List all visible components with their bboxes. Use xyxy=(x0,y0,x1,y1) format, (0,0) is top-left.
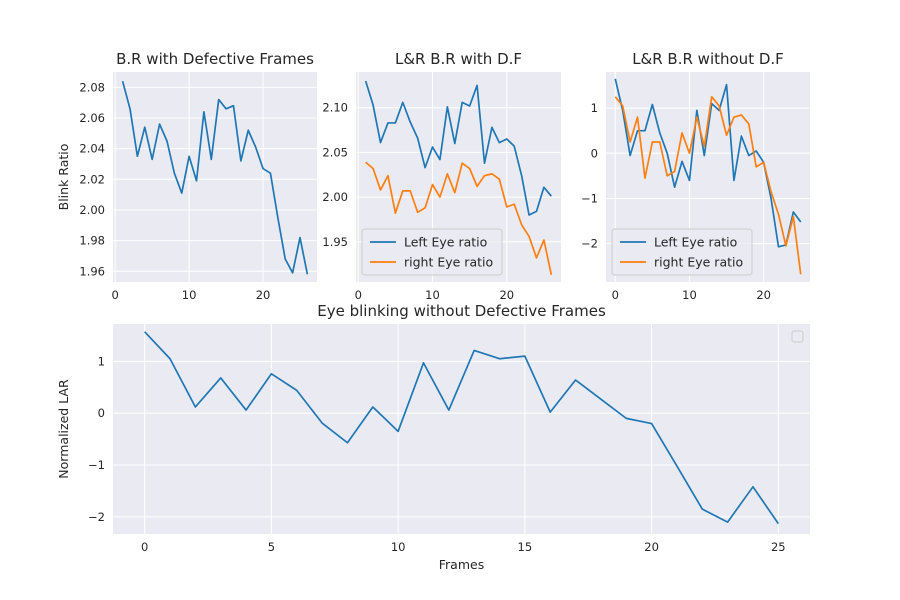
y-tick-label: 0 xyxy=(591,146,598,160)
y-tick-label: −1 xyxy=(88,458,105,472)
y-tick-label: −2 xyxy=(88,510,105,524)
y-tick-label: 2.02 xyxy=(79,172,105,186)
y-tick-label: 1 xyxy=(591,101,598,115)
y-tick-label: 2.04 xyxy=(79,142,105,156)
x-axis-label: Frames xyxy=(439,557,484,572)
y-tick-label: 2.10 xyxy=(322,101,348,115)
y-tick-label: −1 xyxy=(581,191,598,205)
series-line-0 xyxy=(364,80,552,216)
x-tick-label: 20 xyxy=(644,540,659,554)
x-tick-label: 20 xyxy=(256,288,271,302)
y-tick-label: 1 xyxy=(98,354,105,368)
y-tick-label: 0 xyxy=(98,406,105,420)
plot-area xyxy=(113,72,317,282)
series-line-0 xyxy=(144,331,780,525)
x-tick-label: 20 xyxy=(499,288,514,302)
x-tick-label: 15 xyxy=(518,540,533,554)
subplot-eye-blinking-without-defective-frames: 0 5 10 15 20 25 −2 −1 0 1 Eye blinking without De… xyxy=(56,302,810,572)
subplot-lr-br-without-df: 0 10 20 −2 −1 0 1 L&R B.R without D.F Left Eye… xyxy=(581,50,810,302)
legend: Left Eye ratio right Eye ratio xyxy=(611,228,753,276)
tick-labels: 0 5 10 15 20 25 −2 −1 0 1 xyxy=(88,354,786,554)
y-axis-label: Normalized LAR xyxy=(56,379,71,479)
y-tick-label: −2 xyxy=(581,237,598,251)
y-tick-label: 2.00 xyxy=(322,190,348,204)
y-tick-label: 2.05 xyxy=(322,145,348,159)
chart-title: L&R B.R without D.F xyxy=(632,50,784,68)
legend-box xyxy=(611,228,753,276)
x-tick-label: 0 xyxy=(112,288,119,302)
series-lines xyxy=(144,331,780,525)
chart-title: B.R with Defective Frames xyxy=(116,50,314,68)
y-tick-label: 2.06 xyxy=(79,111,105,125)
grid xyxy=(356,72,561,282)
x-tick-label: 0 xyxy=(355,288,362,302)
legend-label-right: right Eye ratio xyxy=(404,255,493,270)
x-tick-label: 10 xyxy=(425,288,440,302)
chart-title: Eye blinking without Defective Frames xyxy=(317,302,606,320)
legend-label-left: Left Eye ratio xyxy=(654,235,737,250)
series-line-1 xyxy=(614,95,802,275)
tick-labels: 0 10 20 −2 −1 0 1 xyxy=(581,101,771,302)
series-line-1 xyxy=(365,161,553,276)
x-tick-label: 0 xyxy=(612,288,619,302)
x-tick-label: 10 xyxy=(391,540,406,554)
y-tick-label: 1.98 xyxy=(79,234,105,248)
y-tick-label: 1.95 xyxy=(322,235,348,249)
series-lines xyxy=(121,80,309,275)
tick-labels: 0 10 20 1.95 2.00 2.05 2.10 xyxy=(322,101,514,302)
legend-box xyxy=(361,228,503,276)
empty-legend-box xyxy=(791,330,804,343)
plot-area xyxy=(113,324,810,534)
grid xyxy=(113,72,317,282)
series-lines xyxy=(364,80,553,276)
tick-labels: 0 10 20 1.96 1.98 2.00 2.02 2.04 2.06 2.08 xyxy=(79,80,270,302)
y-tick-label: 1.96 xyxy=(79,264,105,278)
y-tick-label: 2.00 xyxy=(79,203,105,217)
legend-label-right: right Eye ratio xyxy=(654,255,743,270)
series-line-0 xyxy=(614,78,802,248)
x-tick-label: 0 xyxy=(141,540,148,554)
legend: Left Eye ratio right Eye ratio xyxy=(361,228,503,276)
series-line-0 xyxy=(121,80,309,275)
x-tick-label: 20 xyxy=(756,288,771,302)
x-tick-label: 10 xyxy=(182,288,197,302)
chart-title: L&R B.R with D.F xyxy=(395,50,522,68)
y-axis-label: Blink Ratio xyxy=(56,144,71,211)
series-lines xyxy=(614,78,802,275)
subplot-lr-br-with-df: 0 10 20 1.95 2.00 2.05 2.10 L&R B.R with D.F L… xyxy=(322,50,561,302)
legend-label-left: Left Eye ratio xyxy=(404,235,487,250)
x-tick-label: 25 xyxy=(771,540,786,554)
x-tick-label: 5 xyxy=(268,540,275,554)
y-tick-label: 2.08 xyxy=(79,80,105,94)
subplot-br-with-defective-frames: 0 10 20 1.96 1.98 2.00 2.02 2.04 2.06 2.08 B.R wi… xyxy=(56,50,317,302)
x-tick-label: 10 xyxy=(682,288,697,302)
